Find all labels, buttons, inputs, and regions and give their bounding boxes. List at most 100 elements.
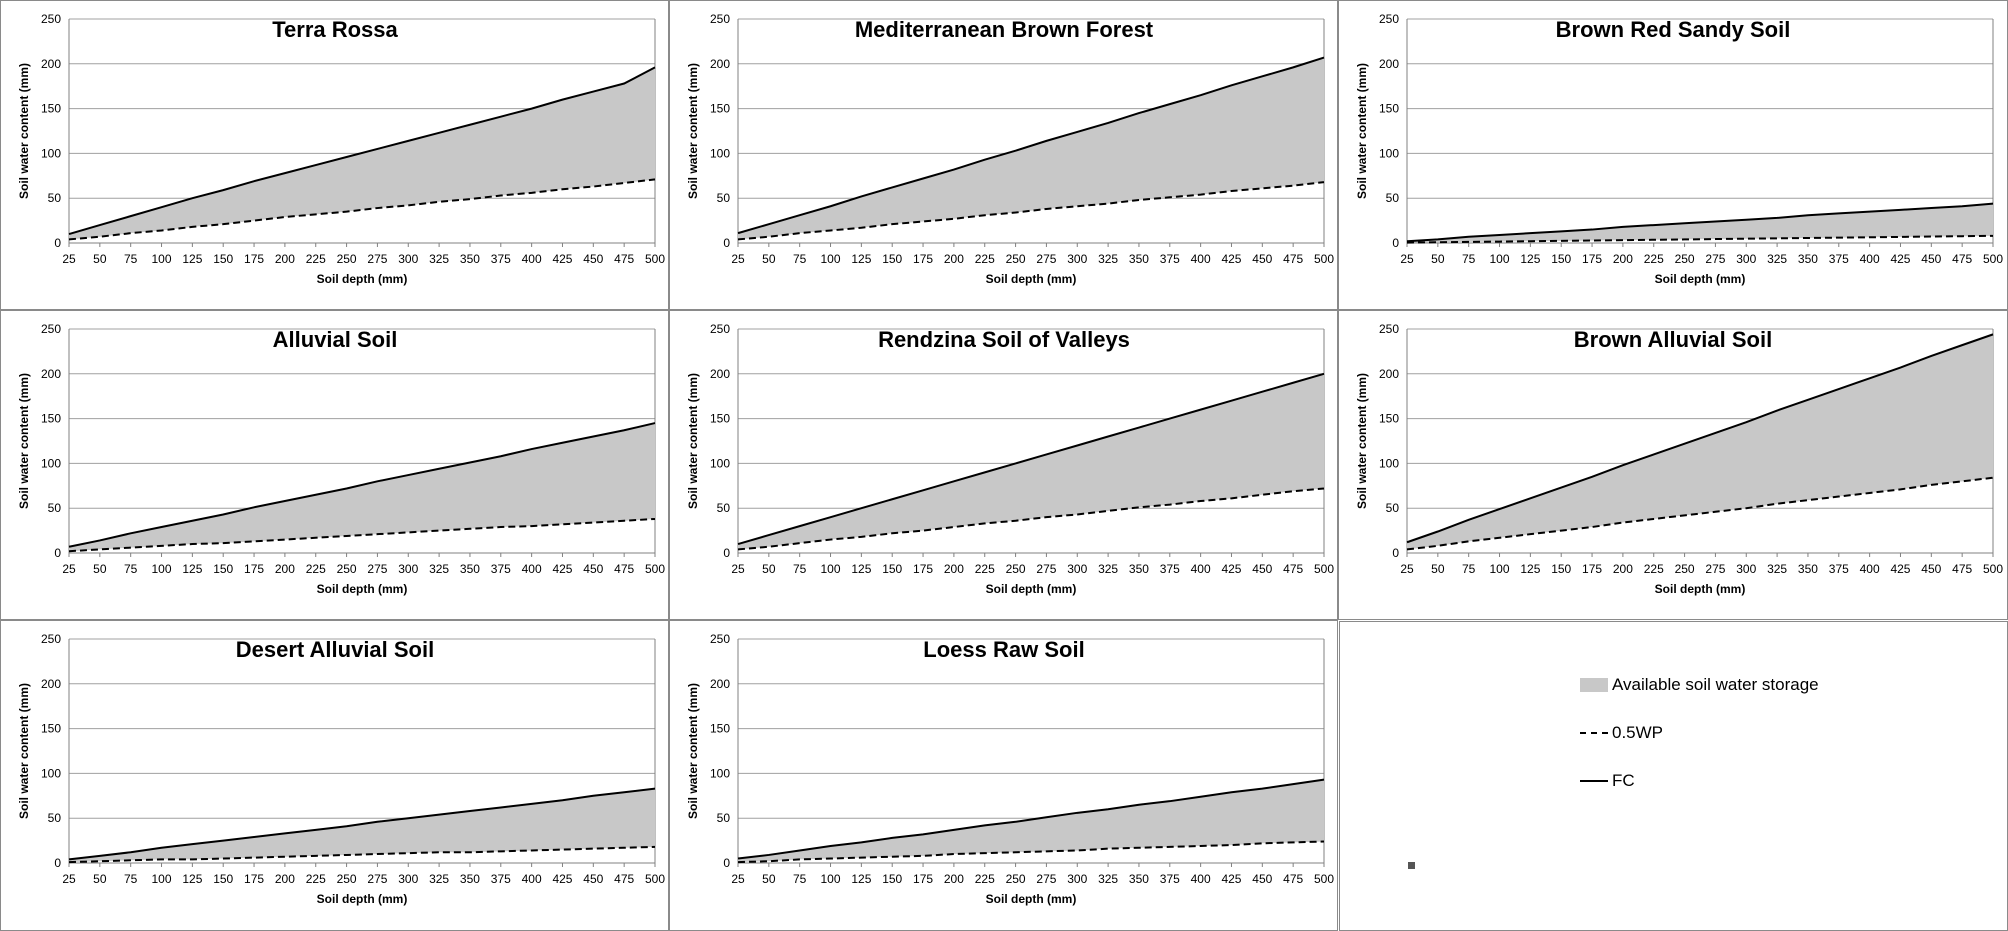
x-tick-label: 275 bbox=[367, 562, 387, 576]
legend-label-fc: FC bbox=[1612, 771, 1635, 790]
x-tick-label: 350 bbox=[460, 252, 480, 266]
x-tick-label: 450 bbox=[1252, 562, 1272, 576]
x-tick-label: 50 bbox=[93, 252, 107, 266]
available-storage-area bbox=[1407, 334, 1993, 550]
x-tick-label: 325 bbox=[1098, 562, 1118, 576]
y-axis-label: Soil water content (mm) bbox=[17, 683, 31, 819]
x-tick-label: 200 bbox=[275, 872, 295, 886]
chart-panel: 0 50 100 150 200 250 25 50 75 100 125 150 175 200 225 2… bbox=[669, 310, 1338, 620]
y-tick-label: 150 bbox=[710, 102, 730, 116]
legend-swatch-solid bbox=[1580, 780, 1608, 782]
y-axis-label: Soil water content (mm) bbox=[17, 373, 31, 509]
x-tick-label: 300 bbox=[1736, 252, 1756, 266]
x-tick-label: 300 bbox=[398, 872, 418, 886]
x-tick-label: 25 bbox=[62, 872, 76, 886]
x-tick-label: 25 bbox=[731, 252, 745, 266]
y-tick-label: 0 bbox=[54, 236, 61, 250]
x-tick-label: 475 bbox=[614, 252, 634, 266]
wp-series-line bbox=[737, 487, 1325, 551]
x-tick-label: 450 bbox=[583, 872, 603, 886]
x-tick-label: 400 bbox=[522, 562, 542, 576]
y-tick-label: 100 bbox=[41, 146, 61, 160]
chart-panel: 0 50 100 150 200 250 25 50 75 100 125 150 175 200 225 2… bbox=[669, 620, 1338, 931]
x-tick-label: 100 bbox=[152, 872, 172, 886]
y-tick-label: 50 bbox=[717, 191, 731, 205]
chart-title: Brown Alluvial Soil bbox=[1574, 327, 1772, 352]
y-tick-label: 250 bbox=[41, 632, 61, 646]
y-tick-label: 100 bbox=[41, 766, 61, 780]
legend-item-wp: 0.5WP bbox=[1580, 723, 1663, 743]
y-tick-label: 0 bbox=[54, 856, 61, 870]
x-tick-label: 175 bbox=[913, 252, 933, 266]
x-tick-label: 75 bbox=[124, 872, 138, 886]
y-tick-label: 0 bbox=[54, 546, 61, 560]
chart-panel: 0 50 100 150 200 250 25 50 75 100 125 150 175 200 225 2… bbox=[0, 620, 669, 931]
x-tick-label: 375 bbox=[1160, 252, 1180, 266]
x-tick-label: 50 bbox=[1431, 252, 1445, 266]
chart-svg: 0 50 100 150 200 250 25 50 75 100 125 150 175 200 225 2… bbox=[17, 322, 665, 596]
chart-title: Loess Raw Soil bbox=[923, 637, 1084, 662]
fc-series-line bbox=[737, 56, 1325, 235]
chart-svg: 0 50 100 150 200 250 25 50 75 100 125 150 175 200 225 2… bbox=[1355, 12, 2003, 286]
x-tick-label: 375 bbox=[1160, 562, 1180, 576]
y-tick-label: 200 bbox=[1379, 367, 1399, 381]
x-tick-label: 350 bbox=[1129, 872, 1149, 886]
x-tick-label: 75 bbox=[1462, 252, 1476, 266]
x-tick-label: 350 bbox=[460, 872, 480, 886]
legend-label-available: Available soil water storage bbox=[1612, 675, 1819, 694]
y-axis-label: Soil water content (mm) bbox=[686, 373, 700, 509]
x-tick-label: 175 bbox=[913, 872, 933, 886]
x-tick-label: 100 bbox=[1490, 562, 1510, 576]
x-tick-label: 500 bbox=[645, 562, 665, 576]
chart-svg: 0 50 100 150 200 250 25 50 75 100 125 150 175 200 225 2… bbox=[17, 12, 665, 286]
x-tick-label: 425 bbox=[1890, 252, 1910, 266]
x-tick-label: 125 bbox=[182, 562, 202, 576]
x-tick-label: 475 bbox=[1952, 562, 1972, 576]
y-tick-label: 150 bbox=[710, 722, 730, 736]
chart-panel: 0 50 100 150 200 250 25 50 75 100 125 150 175 200 225 2… bbox=[0, 0, 669, 310]
chart-title: Terra Rossa bbox=[272, 17, 398, 42]
x-tick-label: 75 bbox=[124, 562, 138, 576]
fc-series-line bbox=[1406, 333, 1994, 544]
x-tick-label: 175 bbox=[244, 252, 264, 266]
chart-panel: 0 50 100 150 200 250 25 50 75 100 125 150 175 200 225 2… bbox=[1338, 310, 2008, 620]
legend-panel: Available soil water storage 0.5WP FC bbox=[1339, 621, 2008, 931]
x-tick-label: 300 bbox=[1067, 252, 1087, 266]
x-tick-label: 325 bbox=[1098, 252, 1118, 266]
x-tick-label: 275 bbox=[1036, 872, 1056, 886]
y-tick-label: 100 bbox=[1379, 456, 1399, 470]
x-tick-label: 200 bbox=[944, 872, 964, 886]
x-tick-label: 250 bbox=[1006, 252, 1026, 266]
available-storage-area bbox=[738, 373, 1324, 550]
x-axis-label: Soil depth (mm) bbox=[986, 272, 1077, 286]
x-tick-label: 400 bbox=[522, 252, 542, 266]
fc-series-line bbox=[737, 372, 1325, 546]
x-tick-label: 425 bbox=[1221, 562, 1241, 576]
x-tick-label: 400 bbox=[1191, 252, 1211, 266]
x-tick-label: 425 bbox=[1221, 252, 1241, 266]
x-axis-label: Soil depth (mm) bbox=[1655, 272, 1746, 286]
x-tick-label: 250 bbox=[1006, 562, 1026, 576]
x-tick-label: 375 bbox=[491, 252, 511, 266]
x-tick-label: 150 bbox=[882, 872, 902, 886]
chart-title: Rendzina Soil of Valleys bbox=[878, 327, 1130, 352]
x-tick-label: 125 bbox=[851, 872, 871, 886]
x-tick-label: 500 bbox=[1983, 252, 2003, 266]
x-tick-label: 300 bbox=[1736, 562, 1756, 576]
x-tick-label: 75 bbox=[793, 562, 807, 576]
y-tick-label: 50 bbox=[48, 501, 62, 515]
x-tick-label: 475 bbox=[1283, 562, 1303, 576]
x-tick-label: 425 bbox=[1890, 562, 1910, 576]
x-tick-label: 400 bbox=[1860, 562, 1880, 576]
fc-series-line bbox=[68, 787, 656, 861]
x-tick-label: 300 bbox=[1067, 872, 1087, 886]
x-tick-label: 375 bbox=[491, 872, 511, 886]
x-tick-label: 100 bbox=[821, 562, 841, 576]
available-storage-area bbox=[738, 57, 1324, 240]
x-tick-label: 500 bbox=[645, 252, 665, 266]
x-tick-label: 500 bbox=[645, 872, 665, 886]
x-tick-label: 175 bbox=[913, 562, 933, 576]
x-tick-label: 200 bbox=[275, 562, 295, 576]
y-tick-label: 200 bbox=[710, 57, 730, 71]
y-tick-label: 100 bbox=[710, 146, 730, 160]
